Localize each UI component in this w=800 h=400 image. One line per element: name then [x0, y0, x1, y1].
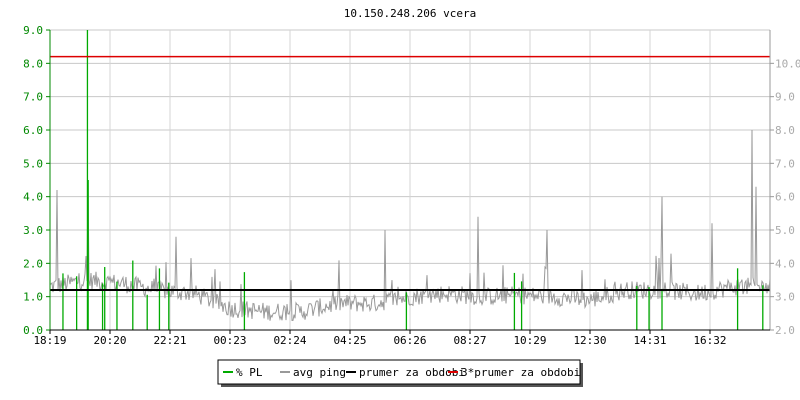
y-right-tick-label: 7.0: [775, 157, 795, 170]
legend-label: avg ping: [293, 366, 346, 379]
y-left-tick-label: 0.0: [23, 324, 43, 337]
y-right-tick-label: 10.0: [775, 57, 800, 70]
y-right-tick-label: 5.0: [775, 224, 795, 237]
y-left-tick-label: 2.0: [23, 257, 43, 270]
series-avg-ping: [49, 129, 771, 322]
y-right-tick-label: 4.0: [775, 257, 795, 270]
y-left-tick-label: 9.0: [23, 24, 43, 37]
y-left-tick-label: 5.0: [23, 157, 43, 170]
x-tick-label: 08:27: [453, 334, 486, 347]
y-right-tick-label: 6.0: [775, 191, 795, 204]
legend-label: 3*prumer za obdobi: [461, 366, 580, 379]
x-tick-label: 18:19: [33, 334, 66, 347]
y-left-tick-label: 8.0: [23, 57, 43, 70]
x-tick-label: 22:21: [153, 334, 186, 347]
axes: 0.0 1.0 2.0 3.0 4.0 5.0 6.0 7.0 8.0 9.0 2.0 3.0 4.0 5…: [23, 24, 800, 347]
y-right-tick-label: 9.0: [775, 91, 795, 104]
x-tick-label: 20:20: [93, 334, 126, 347]
x-tick-label: 14:31: [633, 334, 666, 347]
x-tick-label: 06:26: [393, 334, 426, 347]
x-tick-label: 00:23: [213, 334, 246, 347]
x-tick-label: 02:24: [273, 334, 306, 347]
y-left-tick-label: 4.0: [23, 191, 43, 204]
x-tick-label: 12:30: [573, 334, 606, 347]
grid: [50, 29, 770, 330]
legend-label: prumer za obdobi: [359, 366, 465, 379]
y-right-tick-label: 3.0: [775, 291, 795, 304]
chart-title: 10.150.248.206 vcera: [344, 7, 476, 20]
y-left-tick-label: 1.0: [23, 291, 43, 304]
x-tick-label: 04:25: [333, 334, 366, 347]
series-layer: [49, 30, 771, 330]
x-tick-label: 10:29: [513, 334, 546, 347]
legend-label: % PL: [236, 366, 263, 379]
y-left-tick-label: 7.0: [23, 91, 43, 104]
y-right-tick-label: 8.0: [775, 124, 795, 137]
y-left-tick-label: 3.0: [23, 224, 43, 237]
x-tick-label: 16:32: [693, 334, 726, 347]
y-right-tick-label: 2.0: [775, 324, 795, 337]
y-left-tick-label: 6.0: [23, 124, 43, 137]
legend-box: [217, 359, 581, 385]
